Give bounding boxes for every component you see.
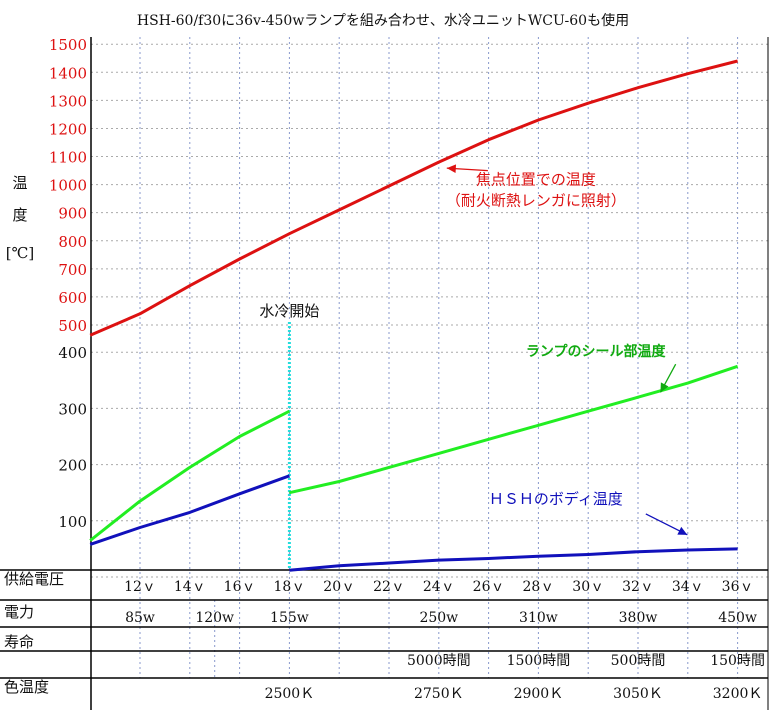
y-tick-label: 1400 xyxy=(49,64,87,82)
y-tick-label: 1200 xyxy=(49,120,87,138)
series-line-1 xyxy=(289,364,739,495)
life-value: 5000時間 xyxy=(407,653,471,669)
y-axis-label-part: 温 xyxy=(12,174,27,192)
y-axis-label-part: 度 xyxy=(12,206,27,224)
power-value: 155w xyxy=(270,610,309,626)
voltage-tick: 34ｖ xyxy=(672,579,704,595)
color-temp-value: 2750Ｋ xyxy=(414,686,464,702)
y-axis-label-part: [℃] xyxy=(6,244,34,262)
arrow-green-head xyxy=(660,382,669,393)
series-lines: 水冷開始 xyxy=(89,59,739,572)
color-temp-value: 3050Ｋ xyxy=(613,686,663,702)
life-value: 1500時間 xyxy=(507,653,571,669)
voltage-tick: 32ｖ xyxy=(622,579,654,595)
y-tick-label: 200 xyxy=(58,457,87,475)
voltage-tick: 12ｖ xyxy=(124,579,156,595)
life-value: 500時間 xyxy=(611,653,666,669)
voltage-tick: 14ｖ xyxy=(174,579,206,595)
color-temp-value: 3200Ｋ xyxy=(713,686,763,702)
power-value: 450w xyxy=(718,610,757,626)
y-tick-label: 900 xyxy=(58,205,87,223)
voltage-tick: 28ｖ xyxy=(522,579,554,595)
voltage-tick: 20ｖ xyxy=(323,579,355,595)
power-value: 250w xyxy=(419,610,458,626)
y-tick-label: 500 xyxy=(58,317,87,335)
series-label-blue: ＨＳＨのボディ温度 xyxy=(489,490,623,508)
power-value: 85w xyxy=(125,610,155,626)
row-label: 寿命 xyxy=(4,633,34,651)
y-tick-label: 400 xyxy=(58,344,87,362)
voltage-tick: 22ｖ xyxy=(373,579,405,595)
y-tick-label: 800 xyxy=(58,233,87,251)
voltage-tick: 24ｖ xyxy=(423,579,455,595)
voltage-tick: 26ｖ xyxy=(473,579,505,595)
power-value: 380w xyxy=(619,610,658,626)
row-label: 色温度 xyxy=(4,678,49,696)
y-tick-label: 1300 xyxy=(49,92,87,110)
y-tick-label: 1500 xyxy=(49,36,87,54)
series-line-0 xyxy=(89,59,738,337)
y-tick-label: 600 xyxy=(58,289,87,307)
y-tick-label: 1100 xyxy=(49,149,87,167)
y-axis-label: 温度 [℃] xyxy=(6,174,34,262)
y-tick-label: 100 xyxy=(58,513,87,531)
series-label-green: ランプのシール部温度 xyxy=(526,343,667,360)
chart-title: HSH-60/f30に36v-450wランプを組み合わせ、水冷ユニットWCU-6… xyxy=(137,12,629,29)
power-value: 310w xyxy=(519,610,558,626)
series-label-red: 焦点位置での温度 xyxy=(476,171,596,189)
annotations: 焦点位置での温度 （耐火断熱レンガに照射） ランプのシール部温度 ＨＳＨのボディ温度 xyxy=(446,164,688,536)
gridlines xyxy=(91,37,768,678)
life-value: 150時間 xyxy=(710,653,765,669)
series-sublabel-red: （耐火断熱レンガに照射） xyxy=(446,192,626,210)
row-label: 電力 xyxy=(4,603,34,621)
row-label: 供給電圧 xyxy=(4,570,64,588)
voltage-tick: 16ｖ xyxy=(224,579,256,595)
water-cooling-label: 水冷開始 xyxy=(259,302,319,320)
power-value: 120w xyxy=(195,610,234,626)
series-line-2 xyxy=(89,474,290,546)
series-line-1 xyxy=(89,409,291,542)
y-tick-label: 300 xyxy=(58,400,87,418)
color-temp-value: 2900Ｋ xyxy=(514,686,564,702)
arrow-blue-head xyxy=(677,526,688,535)
y-axis-ticks: 1500 1400 1300 1200 1100 1000 900 800 700 600 500 4… xyxy=(49,36,87,531)
color-temp-value: 2500Ｋ xyxy=(265,686,315,702)
y-tick-label: 700 xyxy=(58,261,87,279)
voltage-tick: 36ｖ xyxy=(722,579,754,595)
voltage-tick: 18ｖ xyxy=(273,579,305,595)
series-line-2 xyxy=(289,547,738,572)
y-tick-label: 1000 xyxy=(49,177,87,195)
plot-frame xyxy=(0,37,769,710)
arrow-red-head xyxy=(446,164,457,174)
voltage-tick: 30ｖ xyxy=(572,579,604,595)
